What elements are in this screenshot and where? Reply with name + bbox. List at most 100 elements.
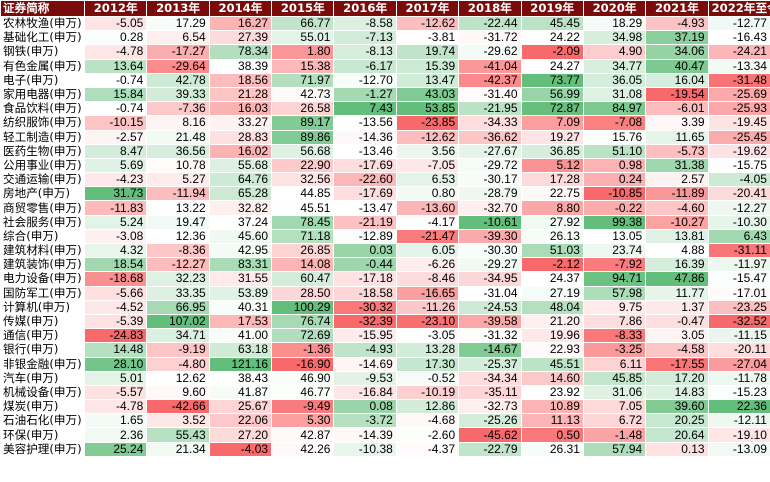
return-value-cell[interactable]: -12.27 [707,200,770,216]
industry-name-cell[interactable]: 电力设备(申万) [0,271,85,287]
return-value-cell[interactable]: -1.27 [333,86,397,103]
return-value-cell[interactable]: -11.83 [83,200,148,216]
return-value-cell[interactable]: 41.00 [208,328,273,344]
return-value-cell[interactable]: -12.89 [333,228,397,245]
return-value-cell[interactable]: -8.58 [333,15,397,32]
return-value-cell[interactable]: -7.92 [582,257,647,273]
return-value-cell[interactable]: -18.68 [83,271,148,287]
return-value-cell[interactable]: -11.26 [395,299,460,315]
industry-name-cell[interactable]: 建筑装饰(申万) [0,257,85,273]
return-value-cell[interactable]: 5.27 [146,172,210,188]
return-value-cell[interactable]: 53.89 [208,285,273,301]
return-value-cell[interactable]: -22.60 [333,172,397,188]
column-header-year[interactable]: 2015年 [271,0,335,17]
return-value-cell[interactable]: 25.24 [83,441,148,457]
return-value-cell[interactable]: 0.98 [582,157,647,174]
return-value-cell[interactable]: -13.09 [707,441,770,457]
return-value-cell[interactable]: 94.71 [582,271,647,287]
industry-name-cell[interactable]: 汽车(申万) [0,370,85,386]
column-header-year[interactable]: 2022年至今 [707,0,770,17]
return-value-cell[interactable]: 22.93 [520,342,584,358]
return-value-cell[interactable]: -5.66 [83,285,148,301]
return-value-cell[interactable]: -7.36 [146,101,210,117]
return-value-cell[interactable]: -4.60 [645,200,709,216]
return-value-cell[interactable]: -4.80 [146,356,210,372]
return-value-cell[interactable]: 2.36 [83,427,148,443]
return-value-cell[interactable]: 7.43 [333,101,397,117]
return-value-cell[interactable]: -13.56 [333,115,397,131]
return-value-cell[interactable]: -4.23 [83,172,148,188]
return-value-cell[interactable]: 16.27 [208,15,273,32]
return-value-cell[interactable]: 72.87 [520,101,584,117]
return-value-cell[interactable]: 24.22 [520,30,584,46]
return-value-cell[interactable]: -32.73 [458,399,522,415]
return-value-cell[interactable]: 10.89 [520,399,584,415]
industry-name-cell[interactable]: 农林牧渔(申万) [0,15,85,32]
column-header-name[interactable]: 证券简称 [0,0,85,17]
return-value-cell[interactable]: 3.56 [395,143,460,159]
return-value-cell[interactable]: 0.08 [333,399,397,415]
industry-name-cell[interactable]: 国防军工(申万) [0,285,85,301]
return-value-cell[interactable]: -14.36 [333,129,397,145]
return-value-cell[interactable]: -0.22 [582,200,647,216]
industry-name-cell[interactable]: 计算机(申万) [0,299,85,315]
return-value-cell[interactable]: 13.22 [146,200,210,216]
return-value-cell[interactable]: 53.85 [395,101,460,117]
return-value-cell[interactable]: 16.02 [208,143,273,159]
return-value-cell[interactable]: -42.66 [146,399,210,415]
return-value-cell[interactable]: 14.48 [83,342,148,358]
industry-name-cell[interactable]: 综合(申万) [0,228,85,245]
return-value-cell[interactable]: -5.73 [645,143,709,159]
return-value-cell[interactable]: -18.58 [333,285,397,301]
return-value-cell[interactable]: -6.26 [395,257,460,273]
return-value-cell[interactable]: 24.27 [520,58,584,74]
return-value-cell[interactable]: -17.27 [146,44,210,60]
return-value-cell[interactable]: -45.62 [458,427,522,443]
return-value-cell[interactable]: 26.31 [520,441,584,457]
return-value-cell[interactable]: -31.32 [458,328,522,344]
return-value-cell[interactable]: -8.36 [146,242,210,259]
return-value-cell[interactable]: -0.74 [83,72,148,88]
return-value-cell[interactable]: -25.45 [707,129,770,145]
industry-name-cell[interactable]: 有色金属(申万) [0,58,85,74]
return-value-cell[interactable]: 43.03 [395,86,460,103]
return-value-cell[interactable]: 0.80 [395,186,460,202]
return-value-cell[interactable]: 36.56 [146,143,210,159]
return-value-cell[interactable]: -10.19 [395,384,460,401]
return-value-cell[interactable]: 78.45 [271,214,335,230]
return-value-cell[interactable]: -1.36 [271,342,335,358]
return-value-cell[interactable]: -5.05 [83,15,148,32]
return-value-cell[interactable]: 83.31 [208,257,273,273]
return-value-cell[interactable]: -11.15 [707,328,770,344]
return-value-cell[interactable]: 45.85 [582,370,647,386]
return-value-cell[interactable]: -11.89 [645,186,709,202]
return-value-cell[interactable]: -6.01 [645,101,709,117]
return-value-cell[interactable]: -3.25 [582,342,647,358]
return-value-cell[interactable]: 19.27 [520,129,584,145]
column-header-year[interactable]: 2017年 [395,0,460,17]
return-value-cell[interactable]: -24.83 [83,328,148,344]
return-value-cell[interactable]: 55.01 [271,30,335,46]
industry-name-cell[interactable]: 石油石化(申万) [0,413,85,429]
return-value-cell[interactable]: 72.69 [271,328,335,344]
return-value-cell[interactable]: 6.05 [395,242,460,259]
return-value-cell[interactable]: 38.43 [208,370,273,386]
return-value-cell[interactable]: -12.77 [707,15,770,32]
return-value-cell[interactable]: 31.38 [645,157,709,174]
return-value-cell[interactable]: 56.68 [271,143,335,159]
return-value-cell[interactable]: -35.11 [458,384,522,401]
return-value-cell[interactable]: 31.73 [83,186,148,202]
return-value-cell[interactable]: 8.47 [83,143,148,159]
return-value-cell[interactable]: 55.43 [146,427,210,443]
return-value-cell[interactable]: 22.75 [520,186,584,202]
column-header-year[interactable]: 2019年 [520,0,584,17]
return-value-cell[interactable]: 22.06 [208,413,273,429]
return-value-cell[interactable]: -11.94 [146,186,210,202]
return-value-cell[interactable]: 18.54 [83,257,148,273]
industry-name-cell[interactable]: 传媒(申万) [0,313,85,330]
return-value-cell[interactable]: -3.05 [395,328,460,344]
return-value-cell[interactable]: 4.32 [83,242,148,259]
column-header-year[interactable]: 2016年 [333,0,397,17]
return-value-cell[interactable]: 28.10 [83,356,148,372]
return-value-cell[interactable]: -20.11 [707,342,770,358]
